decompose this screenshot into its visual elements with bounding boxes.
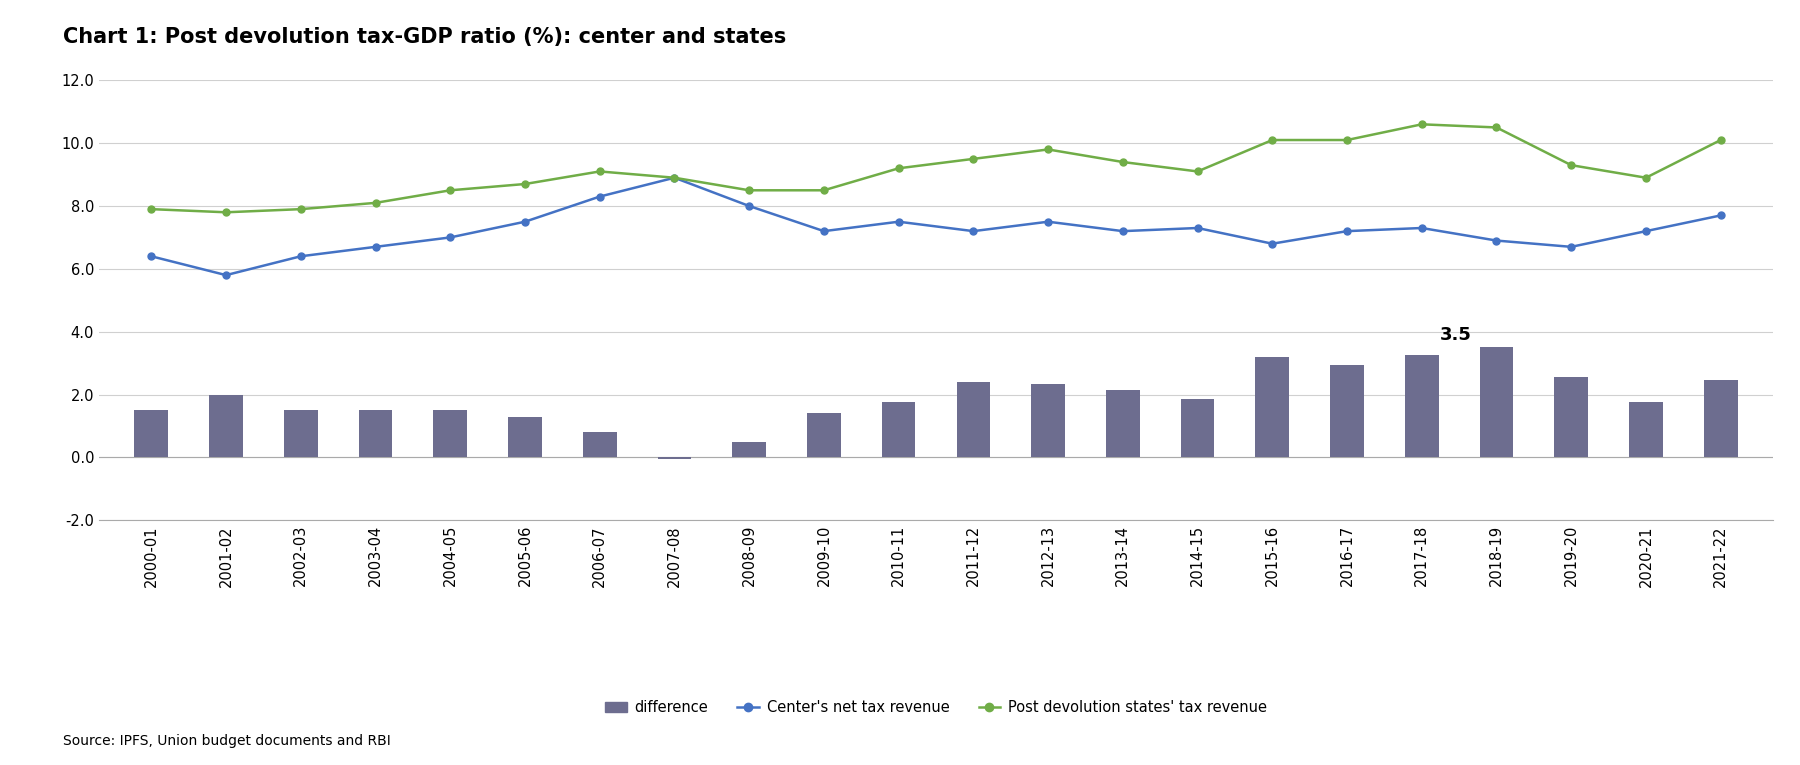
Center's net tax revenue	[140, 252, 162, 261]
Center's net tax revenue	[1561, 243, 1582, 252]
Center's net tax revenue	[887, 217, 909, 226]
Bar	[1031, 383, 1066, 457]
Bar	[1181, 399, 1215, 457]
Center's net tax revenue	[1710, 211, 1732, 220]
Bar	[284, 410, 317, 457]
Post devolution states' tax revenue	[216, 208, 238, 217]
Post devolution states' tax revenue	[1262, 135, 1283, 145]
Bar	[733, 441, 767, 457]
Center's net tax revenue	[1037, 217, 1058, 226]
Bar	[657, 457, 691, 459]
Post devolution states' tax revenue	[1485, 123, 1507, 132]
Legend: difference, Center's net tax revenue, Post devolution states' tax revenue: difference, Center's net tax revenue, Po…	[599, 695, 1273, 721]
Bar	[508, 416, 542, 457]
Post devolution states' tax revenue	[664, 173, 686, 182]
Bar	[1105, 390, 1139, 457]
Bar	[1406, 355, 1438, 457]
Center's net tax revenue	[814, 226, 835, 236]
Bar	[1480, 347, 1514, 457]
Center's net tax revenue	[439, 233, 461, 242]
Center's net tax revenue	[1262, 239, 1283, 249]
Post devolution states' tax revenue	[1186, 167, 1208, 176]
Post devolution states' tax revenue	[738, 186, 760, 195]
Bar	[1255, 356, 1289, 457]
Post devolution states' tax revenue	[140, 204, 162, 213]
Post devolution states' tax revenue	[1336, 135, 1357, 145]
Text: 3.5: 3.5	[1440, 326, 1471, 343]
Center's net tax revenue	[1112, 226, 1134, 236]
Post devolution states' tax revenue	[814, 186, 835, 195]
Center's net tax revenue	[365, 243, 387, 252]
Center's net tax revenue	[963, 226, 985, 236]
Bar	[434, 410, 466, 457]
Post devolution states' tax revenue	[963, 155, 985, 164]
Center's net tax revenue	[290, 252, 311, 261]
Bar	[1555, 377, 1588, 457]
Post devolution states' tax revenue	[1112, 158, 1134, 167]
Post devolution states' tax revenue	[1037, 145, 1058, 154]
Post devolution states' tax revenue	[1411, 120, 1433, 129]
Center's net tax revenue	[515, 217, 536, 226]
Text: Chart 1: Post devolution tax-GDP ratio (%): center and states: Chart 1: Post devolution tax-GDP ratio (…	[63, 27, 787, 47]
Center's net tax revenue	[1485, 236, 1507, 245]
Bar	[1705, 380, 1737, 457]
Center's net tax revenue	[1411, 223, 1433, 233]
Center's net tax revenue	[1336, 226, 1357, 236]
Post devolution states' tax revenue	[589, 167, 610, 176]
Center's net tax revenue	[1634, 226, 1656, 236]
Post devolution states' tax revenue	[1634, 173, 1656, 182]
Center's net tax revenue	[1186, 223, 1208, 233]
Bar	[1629, 402, 1663, 457]
Center's net tax revenue	[664, 173, 686, 182]
Bar	[209, 395, 243, 457]
Center's net tax revenue	[216, 271, 238, 280]
Center's net tax revenue	[738, 201, 760, 210]
Post devolution states' tax revenue	[365, 198, 387, 207]
Post devolution states' tax revenue	[290, 204, 311, 213]
Post devolution states' tax revenue	[887, 164, 909, 173]
Line: Post devolution states' tax revenue: Post devolution states' tax revenue	[148, 121, 1724, 216]
Text: Source: IPFS, Union budget documents and RBI: Source: IPFS, Union budget documents and…	[63, 734, 391, 748]
Bar	[882, 402, 916, 457]
Post devolution states' tax revenue	[439, 186, 461, 195]
Bar	[1330, 365, 1364, 457]
Post devolution states' tax revenue	[515, 180, 536, 189]
Post devolution states' tax revenue	[1561, 161, 1582, 170]
Bar	[806, 413, 841, 457]
Bar	[956, 382, 990, 457]
Center's net tax revenue	[589, 192, 610, 201]
Post devolution states' tax revenue	[1710, 135, 1732, 145]
Bar	[358, 410, 392, 457]
Bar	[583, 432, 617, 457]
Bar	[135, 410, 167, 457]
Line: Center's net tax revenue: Center's net tax revenue	[148, 174, 1724, 278]
